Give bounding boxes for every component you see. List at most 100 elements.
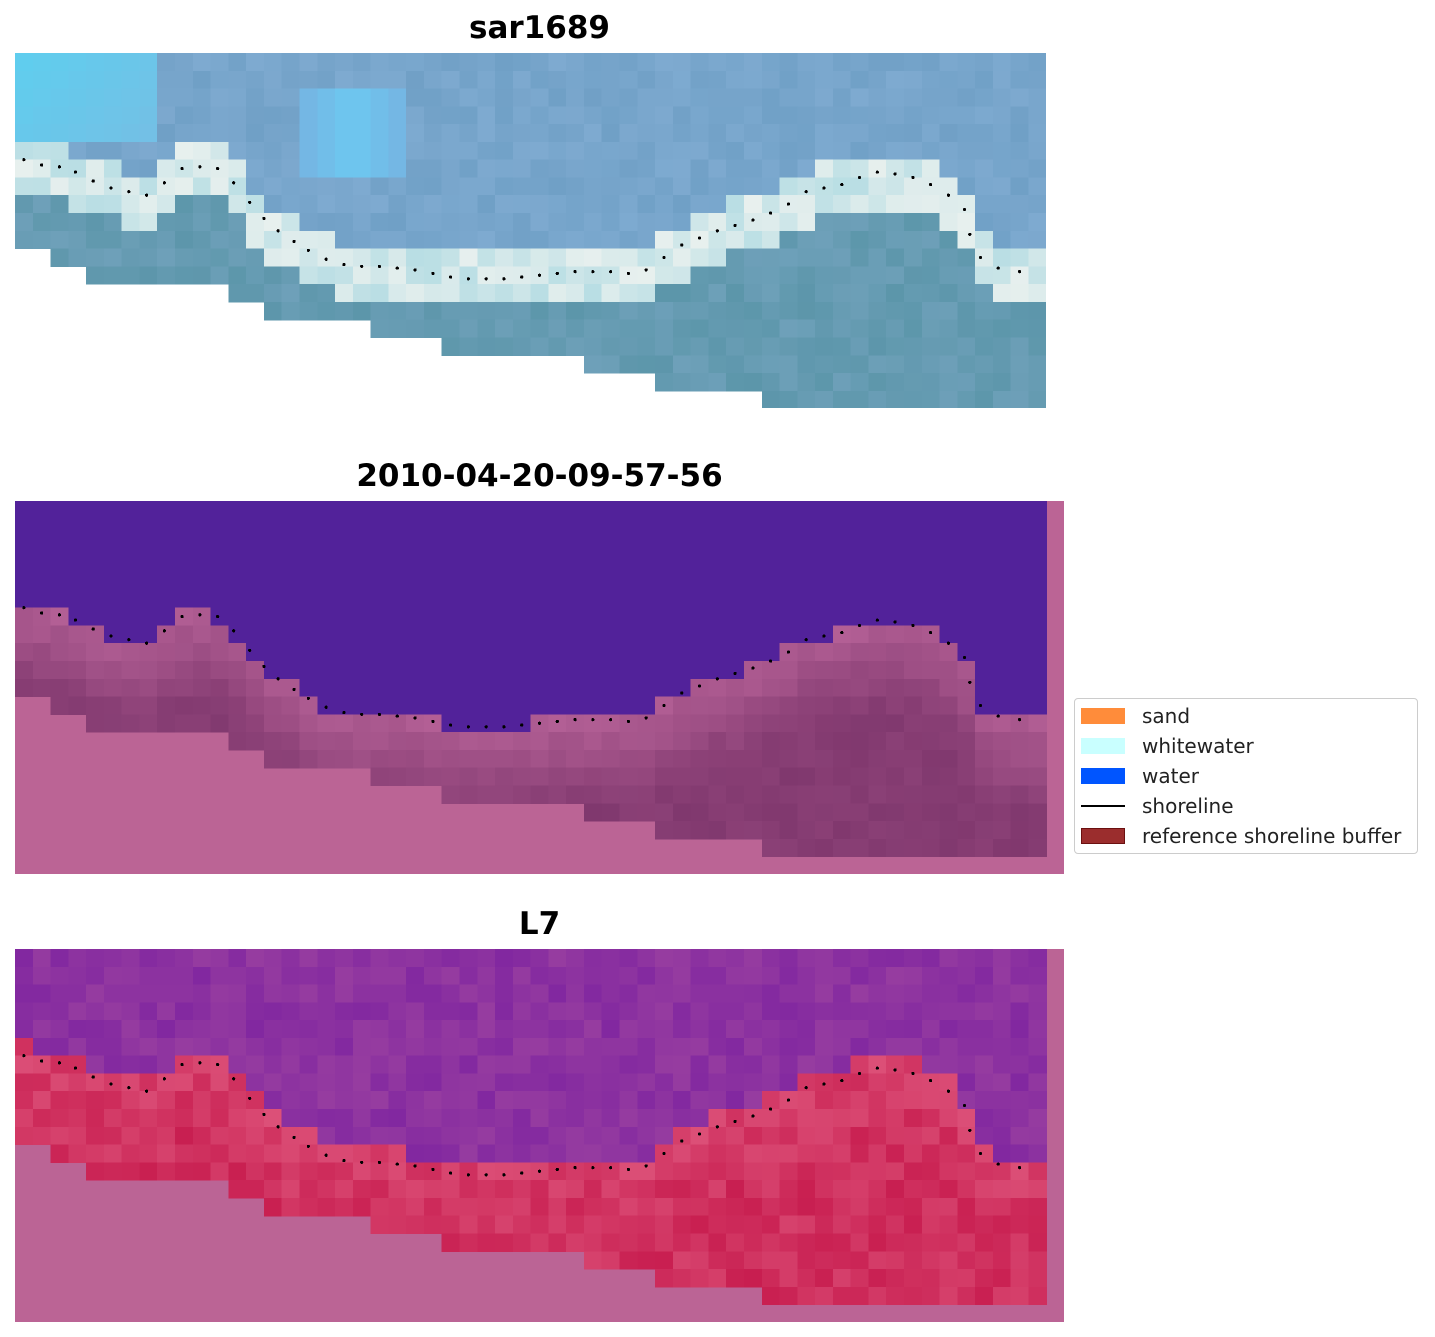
pixel-cell [530,1126,549,1146]
pixel-cell [548,248,567,267]
pixel-cell [388,248,407,267]
pixel-cell [761,1020,781,1039]
pixel-cell [370,1126,389,1146]
pixel-cell [992,1162,1012,1181]
pixel-cell [423,572,443,591]
pixel-cell [637,1037,656,1057]
pixel-cell [886,607,905,627]
pixel-cell [921,159,941,179]
pixel-cell [530,88,549,107]
pixel-cell [459,284,478,303]
pixel-cell [512,554,532,573]
pixel-cell [1028,803,1047,822]
pixel-cell [779,1233,798,1252]
pixel-cell [743,536,763,555]
pixel-cell [708,749,727,769]
pixel-cell [512,661,532,680]
pixel-cell [832,1055,852,1075]
pixel-cell [726,714,745,733]
pixel-cell [886,141,905,161]
pixel-cell [317,88,336,107]
pixel-cell [761,390,781,408]
pixel-cell [690,337,710,356]
shoreline-point [324,257,328,261]
pixel-cell [904,355,923,374]
pixel-cell [139,177,158,196]
pixel-cell [423,70,443,90]
pixel-cell [583,1109,603,1128]
pixel-cell [655,1269,674,1288]
pixel-cell [263,1055,283,1075]
pixel-cell [690,88,710,107]
pixel-cell [743,678,763,698]
shoreline-point [109,634,113,638]
shoreline-point [324,1153,328,1157]
pixel-cell [619,141,638,161]
pixel-cell [583,767,603,787]
pixel-cell [512,337,532,356]
pixel-cell [904,159,923,179]
pixel-cell [68,696,87,715]
pixel-cell [1010,501,1030,520]
pixel-cell [921,767,941,787]
pixel-cell [992,1286,1012,1306]
pixel-cell [406,714,425,733]
pixel-cell [583,1215,603,1235]
shoreline-point [431,719,435,724]
pixel-cell [68,124,87,143]
pixel-cell [335,1144,354,1163]
pixel-cell [1028,373,1046,392]
pixel-cell [655,230,674,250]
pixel-cell [637,536,656,555]
pixel-cell [548,266,567,285]
pixel-cell [477,1091,496,1110]
pixel-cell [601,749,621,769]
pixel-cell [992,195,1012,214]
pixel-cell [690,1180,710,1199]
pixel-cell [228,554,247,573]
pixel-cell [512,749,532,769]
pixel-cell [957,1233,976,1252]
pixel-cell [708,767,727,787]
pixel-cell [743,949,763,968]
pixel-cell [868,518,887,538]
pixel-cell [619,785,638,804]
pixel-cell [423,714,443,733]
pixel-cell [726,1037,745,1057]
pixel-cell [779,661,798,680]
pixel-cell [743,554,763,573]
pixel-cell [921,696,941,715]
pixel-cell [50,536,69,555]
pixel-cell [441,572,461,591]
pixel-cell [423,732,443,751]
pixel-cell [583,589,603,609]
pixel-cell [619,248,638,267]
pixel-cell [246,1144,265,1163]
pixel-cell [246,984,265,1003]
pixel-cell [672,266,692,285]
pixel-cell [601,70,621,90]
pixel-cell [904,501,923,520]
pixel-cell [726,355,745,374]
pixel-cell [743,319,763,339]
pixel-cell [566,1197,585,1217]
pixel-cell [868,607,887,627]
pixel-cell [441,195,461,214]
pixel-cell [672,1109,692,1128]
pixel-cell [548,106,567,125]
pixel-cell [281,1020,301,1039]
pixel-cell [619,213,638,232]
pixel-cell [228,1073,247,1092]
pixel-cell [619,714,638,733]
pixel-cell [103,88,123,107]
pixel-cell [601,1055,621,1075]
pixel-cell [939,661,958,680]
shoreline-point [962,655,967,660]
pixel-cell [281,732,301,751]
pixel-cell [192,696,212,715]
pixel-cell [139,966,158,986]
pixel-cell [886,355,905,374]
pixel-cell [103,177,123,196]
pixel-cell [761,1109,781,1128]
pixel-cell [797,607,816,627]
